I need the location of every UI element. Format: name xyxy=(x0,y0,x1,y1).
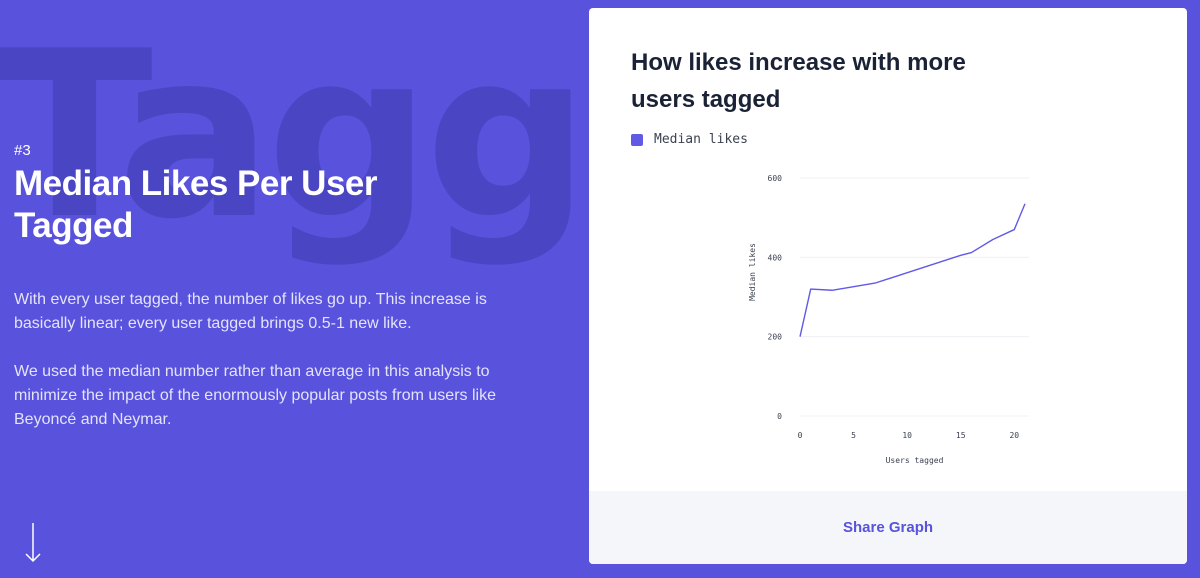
x-tick-label: 10 xyxy=(902,431,912,440)
x-tick-label: 15 xyxy=(956,431,966,440)
y-tick-label: 600 xyxy=(768,174,783,183)
line-chart: 0 200 400 600 0 5 10 15 20 Users tagged Median lik… xyxy=(748,174,1029,465)
chart-axes: 0 200 400 600 0 5 10 15 20 Users tagged Median lik… xyxy=(748,174,1019,465)
arrow-down-icon[interactable] xyxy=(22,521,44,565)
description-paragraph-2: We used the median number rather than av… xyxy=(14,363,496,428)
share-graph-button[interactable]: Share Graph xyxy=(842,519,934,536)
section-number: #3 xyxy=(14,142,31,159)
section-title: Median Likes Per User Tagged xyxy=(14,164,378,245)
y-tick-label: 200 xyxy=(768,333,783,342)
legend-swatch xyxy=(631,133,643,146)
chart-grid xyxy=(800,177,1029,417)
x-axis-label: Users tagged xyxy=(886,456,944,465)
description-paragraph-1: With every user tagged, the number of li… xyxy=(14,291,487,332)
y-axis-label: Median likes xyxy=(748,243,757,301)
chart-title: How likes increase with more users tagge… xyxy=(631,49,966,113)
x-tick-label: 20 xyxy=(1009,431,1019,440)
x-tick-label: 5 xyxy=(851,431,856,440)
section-intro: #3 Median Likes Per User Tagged With eve… xyxy=(14,142,534,428)
legend-label: Median likes xyxy=(654,132,748,147)
chart-legend: Median likes xyxy=(631,132,748,147)
card-footer: Share Graph xyxy=(589,491,1187,564)
chart-card: How likes increase with more users tagge… xyxy=(589,8,1187,564)
y-tick-label: 0 xyxy=(777,412,782,421)
series-line-0 xyxy=(799,203,1026,337)
x-tick-label: 0 xyxy=(798,431,803,440)
chart-series xyxy=(799,203,1026,337)
y-tick-label: 400 xyxy=(768,253,783,262)
